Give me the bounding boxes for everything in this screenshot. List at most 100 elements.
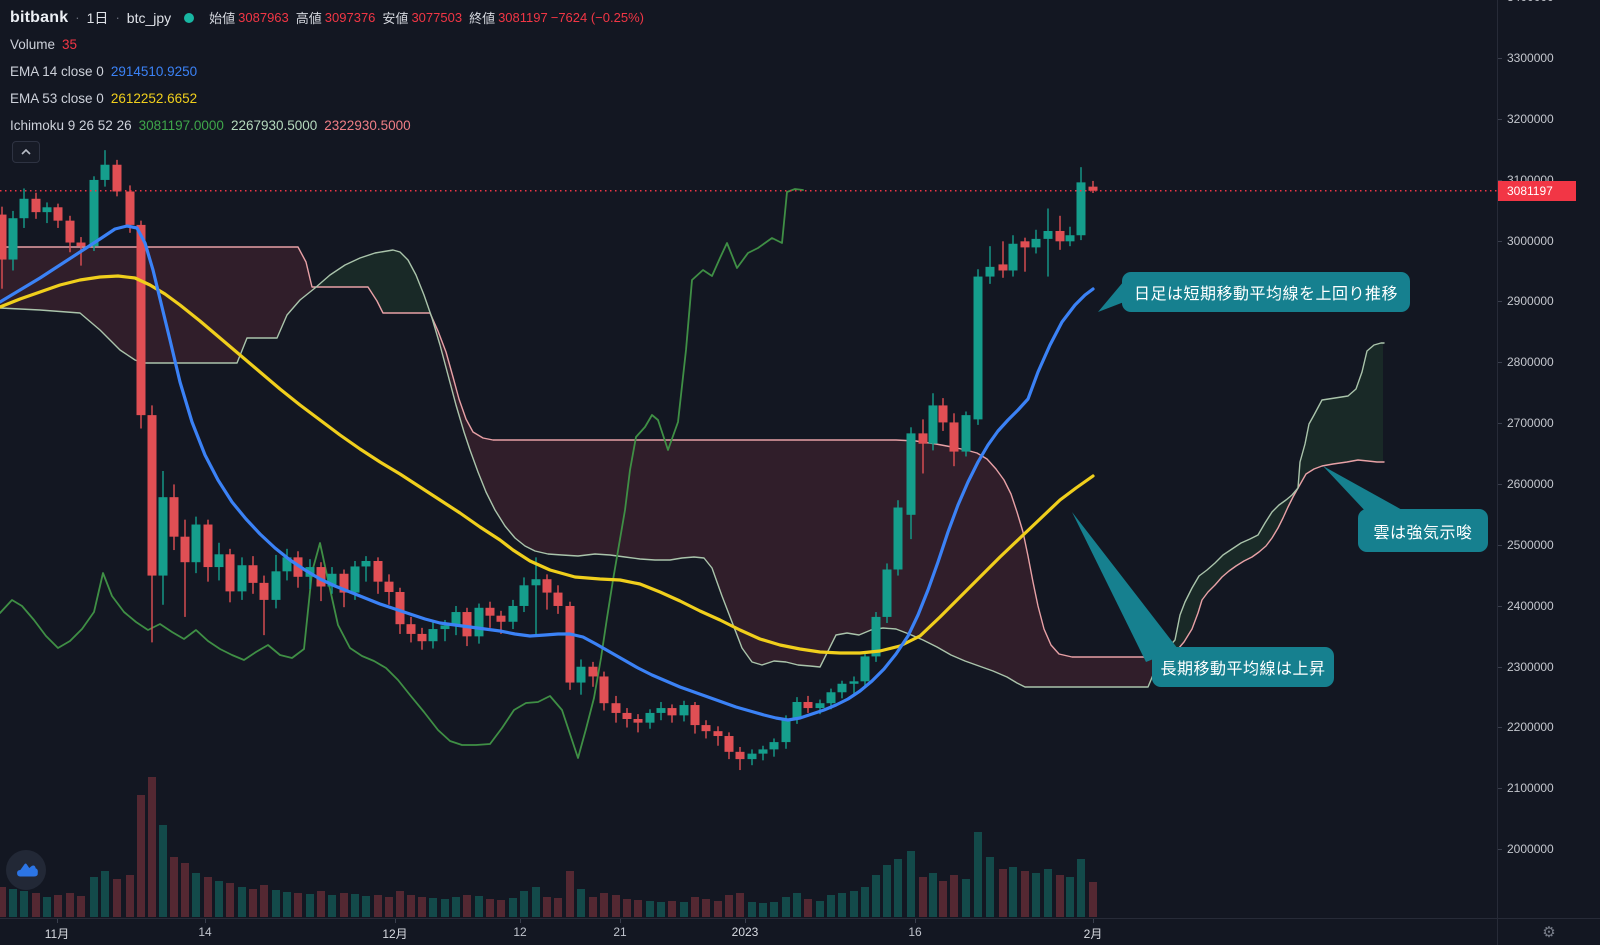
candle-up [893,507,903,570]
volume-bar [532,887,540,917]
candle-up [1043,230,1053,239]
volume-bar [328,895,336,917]
candle-up [451,612,461,626]
close-value: 3081197 [498,10,548,25]
candle-down [611,703,621,713]
open-label: 始値 [209,11,236,26]
candle-down [169,497,179,537]
price-axis-label: 3300000 [1507,51,1554,65]
annotation-bubble-short-ma-note: 日足は短期移動平均線を上回り推移 [1122,272,1410,312]
candle-down [112,164,122,192]
ichimoku-legend-row[interactable]: Ichimoku 9 26 52 26 3081197.0000 2267930… [10,112,644,139]
volume-bar [894,859,902,917]
candle-down [316,567,326,587]
price-axis-label: 3000000 [1507,234,1554,248]
candle-up [758,749,768,754]
pair-label[interactable]: btc_jpy [126,9,172,26]
price-axis-label: 2200000 [1507,720,1554,734]
price-axis[interactable]: 3081197 34000003300000320000031000003000… [1497,0,1600,918]
time-axis[interactable]: 11月 14 12月 12 21 2023 16 2月 [0,918,1600,945]
volume-bar [691,897,699,917]
price-axis-tick [1498,58,1502,59]
candle-down [53,207,63,221]
candle-down [259,582,269,600]
volume-bar [1009,867,1017,917]
candle-down [735,751,745,760]
candle-up [531,579,541,586]
candle-up [214,554,224,568]
volume-bar [939,881,947,917]
cloud-note-tail [1323,466,1404,514]
volume-bar [1066,877,1074,917]
high-label: 高値 [295,11,322,26]
volume-bar [1021,871,1029,917]
candle-down [180,536,190,563]
volume-bar [748,902,756,917]
volume-bar [351,894,359,917]
volume-bar [872,875,880,917]
time-axis-tick [57,919,58,923]
change-value: −7624 (−0.25%) [550,10,644,25]
candle-down [690,705,700,726]
volume-bar [543,897,551,917]
candle-down [667,708,677,716]
time-axis-label: 21 [613,925,627,939]
gear-icon[interactable]: ⚙ [1542,923,1556,941]
volume-bar [272,890,280,917]
candle-up [508,605,518,622]
collapse-legend-button[interactable] [12,141,40,163]
candle-up [100,164,110,180]
time-axis-tick [395,919,396,923]
volume-bar [962,879,970,917]
time-axis-tick [205,919,206,923]
volume-legend-row[interactable]: Volume 35 [10,31,644,58]
interval-label[interactable]: 1日 [86,9,109,26]
volume-value: 35 [62,37,78,52]
candle-down [713,731,723,737]
open-value: 3087963 [238,10,289,25]
volume-bar [736,893,744,917]
volume-bar [1056,875,1064,917]
ichimoku-senkou-a-value: 2267930.5000 [230,118,318,133]
time-axis-label: 14 [198,925,212,939]
candle-down [485,607,495,616]
price-axis-label: 2800000 [1507,355,1554,369]
volume-bar [612,895,620,917]
time-axis-label: 2023 [731,925,759,939]
symbol-title[interactable]: bitbank [10,8,69,26]
provider-logo[interactable] [6,850,46,890]
candle-down [918,433,928,444]
time-axis-tick [915,919,916,923]
volume-bar [283,892,291,917]
volume-bar [554,898,562,917]
candle-up [645,712,655,723]
annotation-bubble-long-ma-note: 長期移動平均線は上昇 [1152,647,1334,687]
candle-up [519,585,529,606]
candle-up [860,656,870,682]
candle-up [1008,243,1018,271]
candle-down [622,712,632,720]
volume-bar [714,901,722,917]
volume-bar [475,896,483,917]
price-axis-tick [1498,423,1502,424]
volume-bar [782,897,790,917]
time-axis-tick [520,919,521,923]
price-axis-tick [1498,667,1502,668]
candle-up [42,207,52,213]
candle-down [588,666,598,677]
candle-up [191,524,201,563]
ema14-value: 2914510.9250 [110,64,198,79]
volume-bar [838,893,846,917]
ichimoku-senkou-b-value: 2322930.5000 [324,118,411,133]
time-axis-label: 12 [513,925,527,939]
ema53-legend-row[interactable]: EMA 53 close 0 2612252.6652 [10,85,644,112]
candle-up [928,405,938,444]
volume-bar [759,903,767,917]
symbol-row[interactable]: bitbank · 1日 · btc_jpy 始値 3087963 高値 309… [10,4,644,31]
ema14-legend-row[interactable]: EMA 14 close 0 2914510.9250 [10,58,644,85]
volume-bar [340,893,348,917]
ema14-line [0,224,1095,722]
candle-down [76,242,86,247]
volume-bar [20,891,28,917]
